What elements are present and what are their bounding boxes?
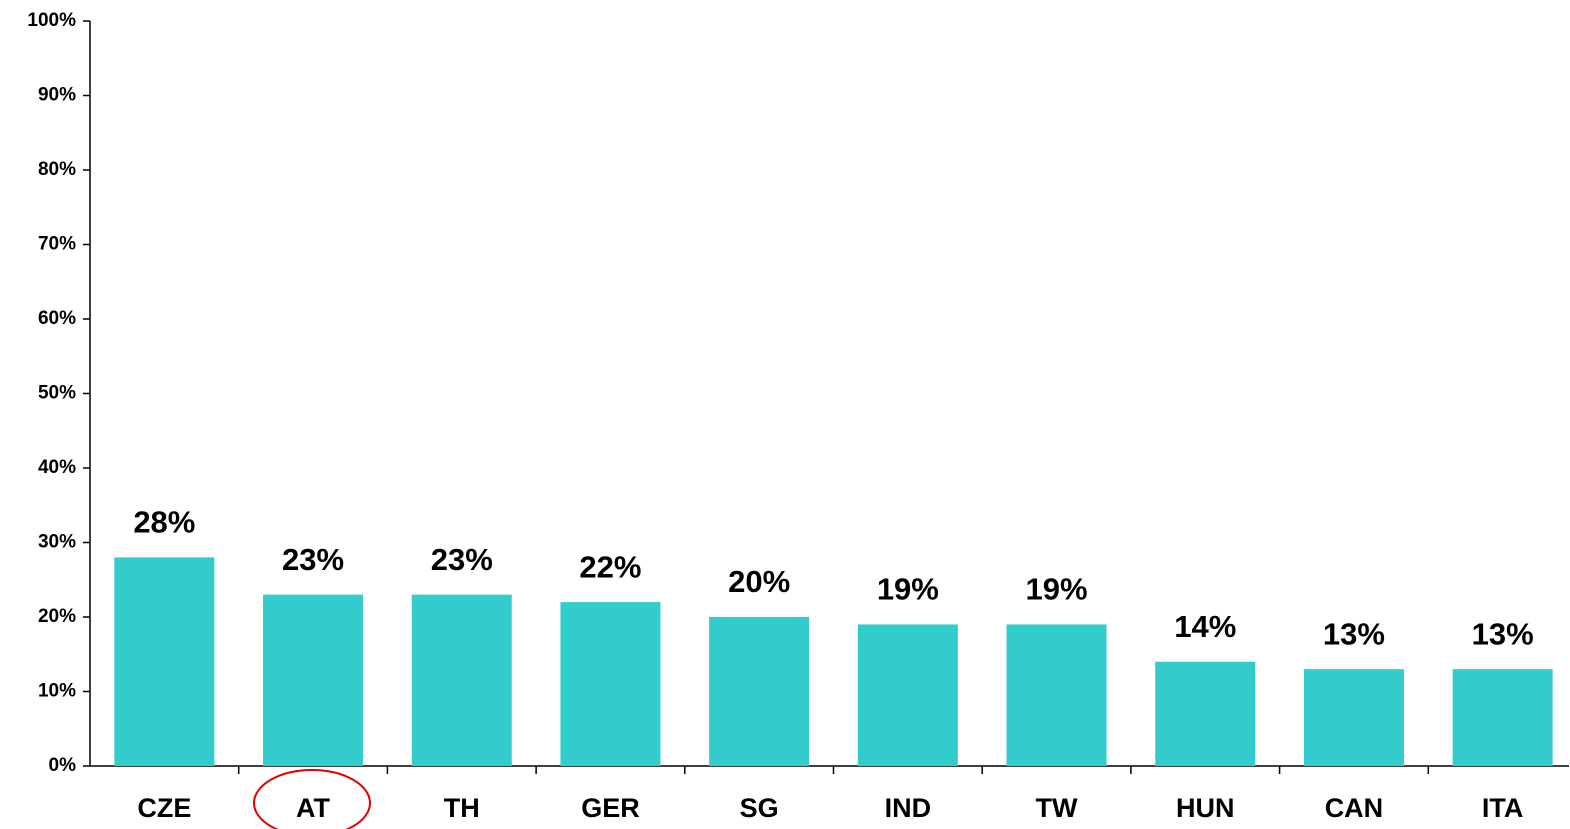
value-label: 20%	[728, 564, 790, 599]
bar	[263, 594, 364, 766]
highlight-circle	[253, 769, 371, 829]
value-label: 19%	[1026, 572, 1088, 607]
value-label: 13%	[1323, 616, 1385, 651]
y-tick-label: 40%	[38, 457, 76, 478]
bar	[1006, 624, 1107, 766]
y-tick-label: 80%	[38, 159, 76, 180]
y-tick-label: 70%	[38, 234, 76, 255]
value-label: 14%	[1174, 609, 1236, 644]
y-tick-label: 10%	[38, 681, 76, 702]
value-label: 22%	[579, 549, 641, 584]
x-tick-label: IND	[885, 793, 932, 823]
bar	[411, 594, 512, 766]
y-tick-label: 30%	[38, 532, 76, 553]
x-tick-label: CAN	[1325, 793, 1384, 823]
bar	[1155, 661, 1256, 766]
x-tick-label: CZE	[137, 793, 191, 823]
x-tick-label: SG	[740, 793, 779, 823]
y-tick-label: 0%	[49, 755, 77, 776]
y-tick-label: 60%	[38, 308, 76, 329]
value-label: 19%	[877, 572, 939, 607]
y-tick-label: 100%	[27, 10, 76, 31]
y-tick-label: 50%	[38, 383, 76, 404]
bar	[857, 624, 958, 766]
x-tick-label: ITA	[1482, 793, 1524, 823]
value-label: 28%	[133, 505, 195, 540]
bar	[1452, 669, 1553, 766]
bar	[560, 602, 661, 766]
x-tick-label: TH	[444, 793, 480, 823]
x-tick-label: AT	[296, 793, 330, 823]
bar	[709, 617, 810, 766]
x-tick-label: HUN	[1176, 793, 1235, 823]
bar	[114, 557, 215, 766]
y-tick-label: 20%	[38, 606, 76, 627]
x-tick-label: TW	[1036, 793, 1078, 823]
bar	[1303, 669, 1404, 766]
value-label: 13%	[1472, 616, 1534, 651]
value-label: 23%	[282, 542, 344, 577]
y-tick-label: 90%	[38, 85, 76, 106]
x-tick-label: GER	[581, 793, 640, 823]
value-label: 23%	[431, 542, 493, 577]
